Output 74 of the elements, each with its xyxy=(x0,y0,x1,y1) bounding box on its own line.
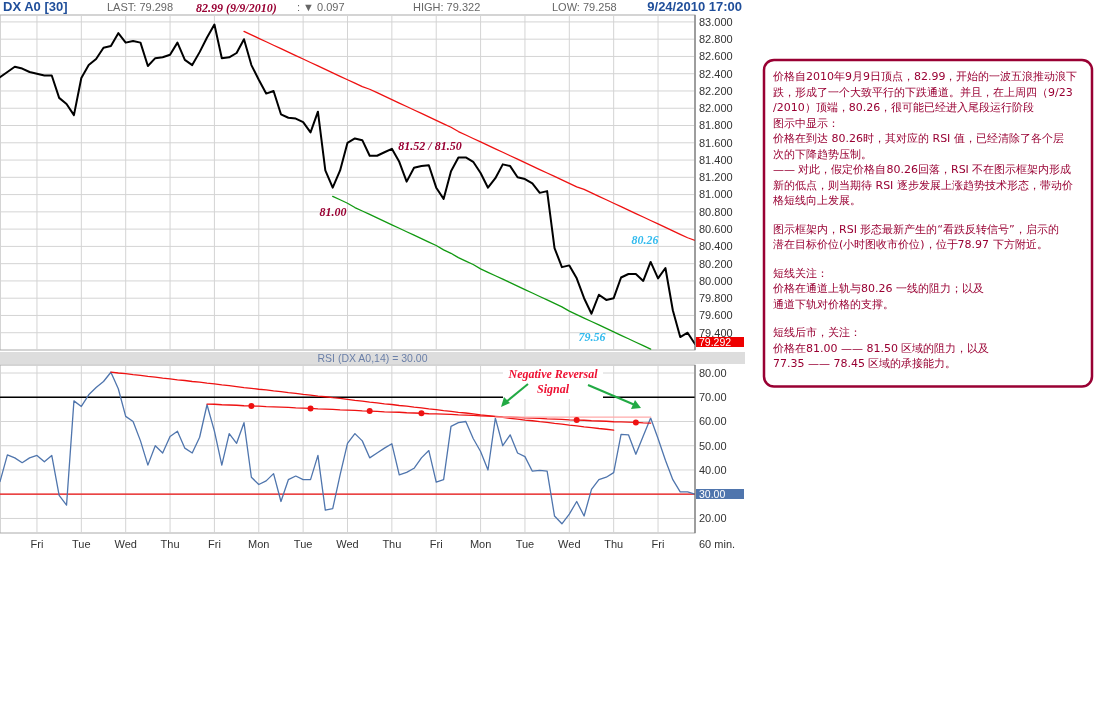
text: LOW: 79.258 xyxy=(552,1,617,13)
y-tick-label: 81.000 xyxy=(699,188,733,201)
y-tick-label: 79.400 xyxy=(699,326,733,339)
chart-title: DX A0 [30] xyxy=(3,0,68,14)
y-tick-label: 80.00 xyxy=(699,366,727,379)
y-tick-label: 20.00 xyxy=(699,512,727,525)
point xyxy=(632,419,639,426)
y-tick-label: 80.600 xyxy=(699,222,733,235)
point xyxy=(573,417,580,424)
y-tick-label: 81.800 xyxy=(699,119,733,132)
text: 短线后市，关注： xyxy=(773,326,861,339)
x-tick-label: Mon xyxy=(469,538,492,550)
x-tick-label: Wed xyxy=(114,538,137,550)
x-tick-label: Thu xyxy=(160,538,180,550)
x-tick-label: Fri xyxy=(30,538,44,550)
y-tick-label: 80.800 xyxy=(699,205,733,218)
annotation: 81.52 / 81.50 xyxy=(398,139,462,153)
y-tick-label: 81.600 xyxy=(699,136,733,149)
annotation: Negative Reversal Signal xyxy=(507,367,599,396)
text: LAST: 79.298 xyxy=(107,1,174,13)
text: 图示中显示： xyxy=(773,116,839,130)
x-tick-label: Thu xyxy=(382,538,402,550)
line-series xyxy=(0,371,695,525)
text: 30.00 xyxy=(699,487,726,500)
x-axis-title: 60 min. xyxy=(699,538,736,550)
text: —— 对此，假定价格自80.26回落，RSI 不在图示框架内形成新的低点，则当期待 RSI 逐步发展上涨趋势技术形态，带动价格短线向上发展。 xyxy=(772,163,1073,207)
text: 77.35 —— 78.45 区域的承接能力。 xyxy=(773,357,957,370)
point xyxy=(418,410,425,417)
y-tick-label: 70.00 xyxy=(699,391,727,404)
text: 9/24/2010 17:00 xyxy=(647,0,742,14)
y-tick-label: 40.00 xyxy=(699,463,727,476)
x-tick-label: Mon xyxy=(248,538,270,550)
x-tick-label: Thu xyxy=(604,538,624,550)
y-tick-label: 82.400 xyxy=(699,67,733,80)
text: 价格自2010年9月9日顶点，82.99，开始的一波五浪推动浪下跌，形成了一个大致平行的下跌通道。并且，在上周四（9/23/2010）顶端，80.26，很可能已经进入尾段运行阶段 xyxy=(772,70,1078,114)
x-tick-label: Tue xyxy=(515,538,535,550)
x-tick-label: Wed xyxy=(558,538,581,550)
y-tick-label: 50.00 xyxy=(699,439,727,452)
y-tick-label: 79.800 xyxy=(699,292,733,305)
y-tick-label: 82.000 xyxy=(699,102,733,115)
text: HIGH: 79.322 xyxy=(413,1,481,13)
y-tick-label: 82.200 xyxy=(699,84,733,97)
y-tick-label: 83.000 xyxy=(699,15,733,28)
x-tick-label: Fri xyxy=(429,538,443,550)
x-tick-label: Fri xyxy=(208,538,221,550)
line-series xyxy=(0,23,695,345)
annotation: 79.56 xyxy=(578,330,606,344)
x-tick-label: Wed xyxy=(336,538,359,550)
point xyxy=(248,402,255,409)
text: 价格在到达 80.26时，其对应的 RSI 值，已经清除了各个层次的下降趋势压制。 xyxy=(772,132,1064,161)
y-tick-label: 81.400 xyxy=(699,153,733,166)
text: 82.99 (9/9/2010) xyxy=(196,1,277,15)
y-tick-label: 80.400 xyxy=(699,240,733,253)
y-tick-label: 60.00 xyxy=(699,415,727,428)
y-tick-label: 82.600 xyxy=(699,50,733,63)
y-tick-label: 79.600 xyxy=(699,309,733,322)
y-tick-label: 81.200 xyxy=(699,171,733,184)
text: 图示框架内，RSI 形态最新产生的“看跌反转信号”，启示的潜在目标价位(小时图收市价位)，位于78.97 下方附近。 xyxy=(773,222,1059,251)
text: : ▼ 0.097 xyxy=(297,1,345,13)
y-tick-label: 80.200 xyxy=(699,257,733,270)
chart-title: RSI (DX A0,14) = 30.00 xyxy=(317,352,428,364)
y-tick-label: 80.000 xyxy=(699,274,733,287)
annotation: 81.00 xyxy=(319,205,347,219)
y-tick-label: 82.800 xyxy=(699,33,733,46)
text: 短线关注： xyxy=(773,266,828,280)
point xyxy=(307,405,314,412)
x-tick-label: Tue xyxy=(293,538,313,550)
text: 价格在通道上轨与80.26 一线的阻力；以及 xyxy=(772,282,984,295)
x-tick-label: Tue xyxy=(72,538,91,550)
text: 通道下轨对价格的支撑。 xyxy=(773,297,894,311)
text: 价格在81.00 —— 81.50 区域的阻力，以及 xyxy=(772,341,990,355)
x-tick-label: Fri xyxy=(651,538,665,550)
annotation: 80.26 xyxy=(631,233,659,247)
point xyxy=(366,408,373,415)
